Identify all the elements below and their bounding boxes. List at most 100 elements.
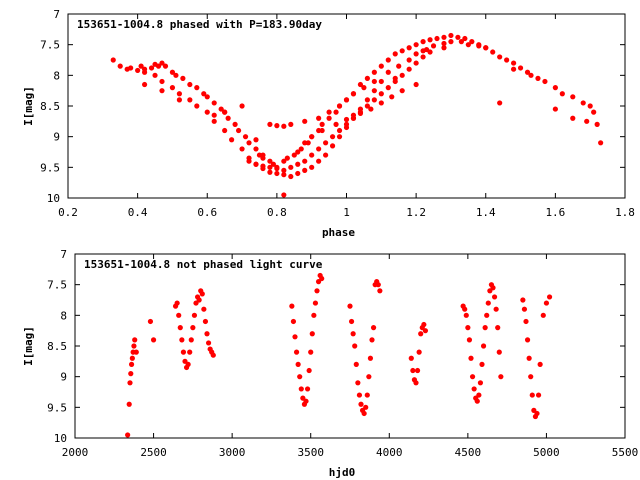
data-point: [187, 81, 193, 88]
data-point: [159, 60, 165, 66]
data-point: [559, 91, 565, 97]
data-point: [355, 380, 361, 386]
data-point: [169, 69, 176, 75]
plot-title: 153651-1004.8 not phased light curve: [84, 258, 323, 271]
data-point: [364, 392, 370, 398]
data-point: [260, 163, 266, 169]
x-tick-label: 4500: [455, 446, 482, 459]
data-point: [361, 85, 367, 91]
data-point: [466, 337, 473, 343]
data-point: [289, 303, 295, 309]
data-point: [413, 51, 419, 57]
data-point: [490, 285, 496, 291]
data-point: [378, 100, 384, 106]
data-point: [162, 63, 169, 69]
plot-frame: [67, 13, 626, 199]
data-point: [323, 152, 329, 158]
data-point: [150, 337, 157, 343]
data-point: [542, 78, 548, 85]
data-point: [281, 192, 287, 198]
data-point: [399, 48, 405, 54]
data-point: [110, 57, 116, 63]
data-point: [552, 106, 558, 112]
data-point: [570, 94, 576, 100]
data-point: [552, 85, 558, 91]
data-point: [350, 91, 357, 97]
y-tick-label: 9.5: [40, 161, 60, 174]
data-point: [356, 392, 363, 398]
data-point: [521, 306, 528, 312]
data-point: [448, 32, 454, 39]
data-point: [378, 78, 384, 85]
data-point: [316, 146, 322, 152]
data-point: [441, 45, 447, 51]
data-point: [270, 161, 276, 167]
data-point: [421, 321, 427, 328]
data-point: [343, 121, 350, 127]
y-tick-label: 7.5: [40, 39, 60, 52]
data-point: [281, 158, 287, 164]
y-tick-label: 9: [60, 371, 67, 384]
data-point: [357, 81, 364, 88]
data-point: [368, 106, 374, 112]
data-point: [366, 374, 372, 380]
data-point: [288, 164, 294, 170]
data-point: [371, 97, 377, 103]
data-point: [180, 349, 187, 355]
data-point: [329, 134, 336, 140]
data-point: [302, 167, 308, 173]
data-point: [267, 121, 273, 127]
data-point: [378, 63, 384, 69]
data-point: [176, 312, 182, 318]
data-point: [448, 39, 454, 45]
data-point: [211, 100, 217, 106]
data-series: [141, 45, 534, 158]
data-point: [333, 109, 339, 115]
data-point: [159, 88, 165, 94]
data-point: [133, 349, 139, 355]
y-tick-label: 7: [60, 248, 67, 261]
data-point: [323, 140, 329, 146]
y-tick-label: 10: [47, 192, 60, 205]
data-point: [462, 306, 468, 312]
data-point: [191, 312, 198, 318]
data-point: [125, 432, 131, 438]
data-point: [308, 349, 314, 355]
data-point: [173, 72, 179, 78]
data-point: [187, 349, 193, 355]
data-point: [504, 57, 510, 63]
data-point: [309, 152, 315, 158]
data-point: [229, 137, 235, 143]
x-tick-label: 1.2: [406, 206, 426, 219]
data-point: [316, 158, 322, 164]
data-point: [458, 39, 464, 45]
data-point: [274, 170, 280, 177]
data-point: [399, 88, 405, 94]
data-point: [319, 275, 325, 282]
data-point: [302, 140, 308, 146]
data-point: [180, 75, 186, 81]
data-point: [253, 137, 259, 143]
data-point: [485, 300, 491, 306]
data-point: [369, 337, 375, 343]
data-point: [410, 367, 416, 374]
data-point: [326, 115, 332, 121]
data-point: [528, 374, 534, 380]
data-point: [353, 361, 359, 367]
data-point: [375, 282, 381, 288]
data-point: [377, 288, 383, 294]
data-point: [343, 116, 350, 123]
data-point: [479, 361, 485, 367]
data-point: [465, 42, 471, 48]
data-point: [524, 69, 531, 75]
data-point: [185, 361, 191, 367]
data-point: [295, 161, 301, 167]
data-point: [239, 146, 245, 152]
data-point: [392, 51, 398, 57]
plot-title: 153651-1004.8 phased with P=183.90day: [77, 18, 322, 31]
data-point: [370, 325, 377, 331]
data-point: [326, 109, 332, 115]
data-point: [534, 410, 540, 417]
x-tick-label: 3000: [219, 446, 246, 459]
data-point: [129, 355, 135, 361]
